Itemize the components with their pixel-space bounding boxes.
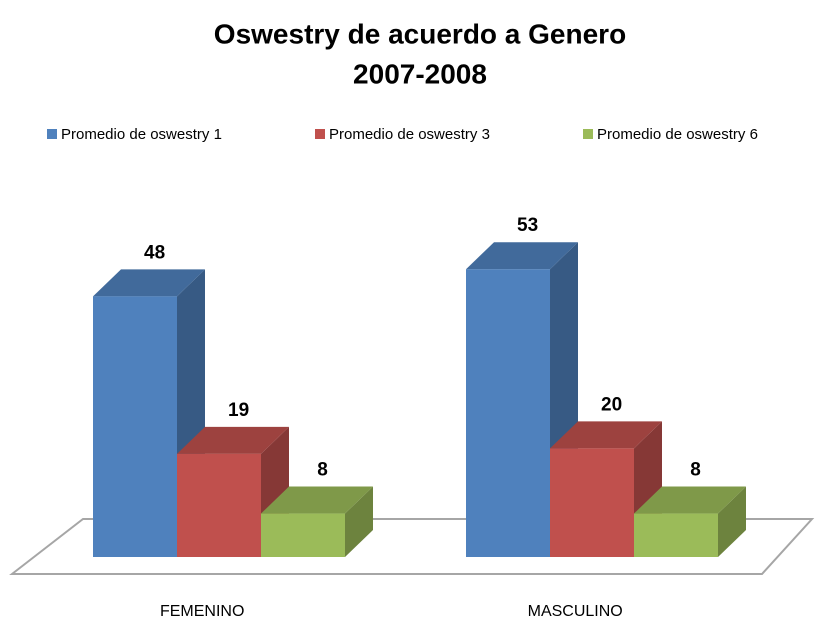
bar-front (93, 296, 177, 557)
bar-front (634, 513, 718, 557)
chart-subtitle: 2007-2008 (353, 58, 487, 89)
bar-side (718, 486, 746, 557)
chart-title: Oswestry de acuerdo a Genero (214, 18, 626, 49)
bar (634, 486, 746, 557)
legend-swatch (47, 129, 57, 139)
data-label: 19 (228, 400, 249, 421)
x-tick-label: FEMENINO (160, 603, 244, 620)
bar (466, 242, 578, 557)
bar-side (345, 486, 373, 557)
x-tick-label: MASCULINO (528, 603, 623, 620)
bar-top (93, 269, 205, 297)
data-label: 53 (517, 215, 538, 236)
legend-label: Promedio de oswestry 6 (597, 126, 758, 143)
data-label: 8 (317, 460, 328, 481)
legend-label: Promedio de oswestry 3 (329, 126, 490, 143)
legend-swatch (315, 129, 325, 139)
bar-top (466, 242, 578, 270)
bar (261, 486, 373, 557)
bar-top (261, 486, 373, 514)
data-label: 8 (690, 460, 701, 481)
bar-top (550, 421, 662, 449)
bar-front (261, 513, 345, 557)
bar-front (466, 269, 550, 557)
bar-top (634, 486, 746, 514)
floor (9, 518, 815, 575)
bar-front (177, 453, 261, 557)
data-label: 48 (144, 242, 165, 263)
data-label: 20 (601, 394, 622, 415)
legend-swatch (583, 129, 593, 139)
bar-front (550, 448, 634, 557)
legend-label: Promedio de oswestry 1 (61, 126, 222, 143)
bar-top (177, 426, 289, 454)
